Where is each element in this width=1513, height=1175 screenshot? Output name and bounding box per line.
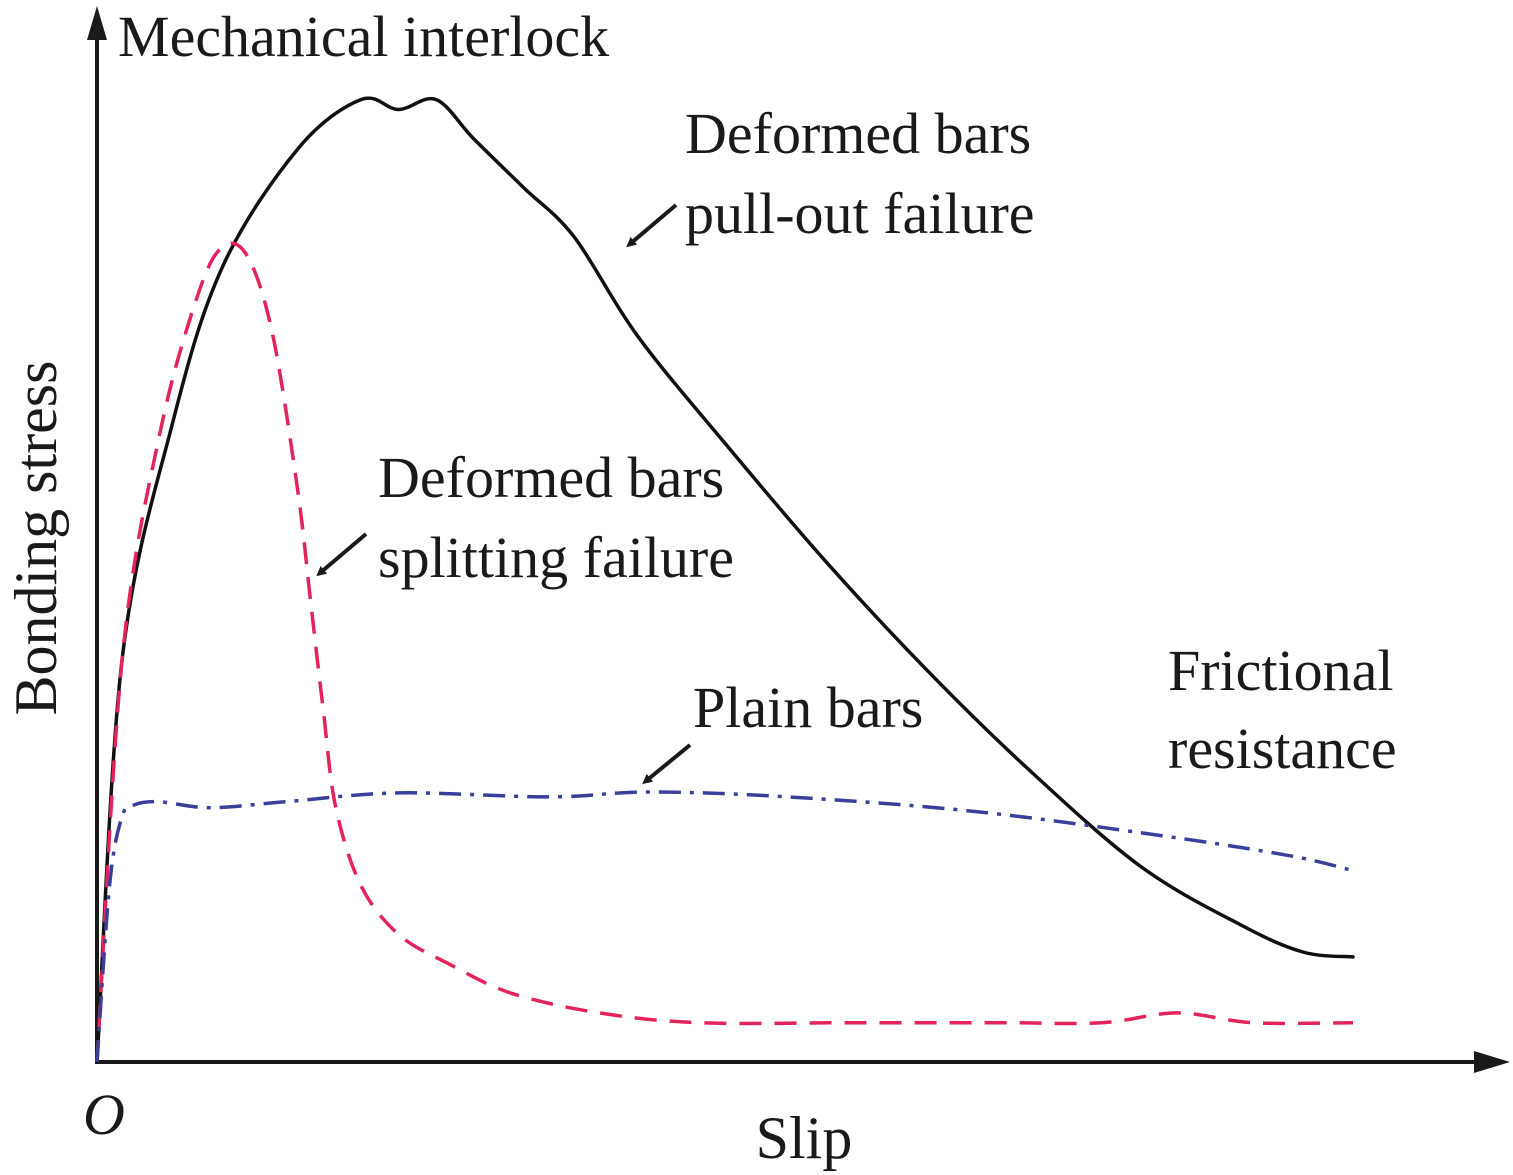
annotation-frictional-line1: Frictional [1168,638,1394,703]
annotation-frictional-line2: resistance [1168,716,1397,781]
x-axis-arrow [1474,1051,1510,1073]
annotation-pullout-line1: Deformed bars [685,101,1031,166]
x-axis-label: Slip [756,1105,853,1171]
annotation-pullout-arrow [626,203,678,248]
annotation-splitting-arrow [316,532,368,577]
axes [87,6,1510,1073]
y-axis-arrow [87,6,107,40]
annotation-plain-bars: Plain bars [693,675,923,740]
series-group [95,96,1355,1064]
annotation-plain-arrow [642,743,692,785]
origin-label: O [83,1082,125,1147]
series-line-pullout [95,96,1355,1064]
annotation-mechanical-interlock: Mechanical interlock [118,4,609,69]
y-axis-label: Bonding stress [3,360,69,715]
annotation-splitting-line1: Deformed bars [378,445,724,510]
annotation-splitting-line2: splitting failure [378,525,734,590]
annotation-pullout-line2: pull-out failure [685,181,1035,246]
series-line-splitting [95,241,1354,1063]
series-line-plain [95,790,1354,1063]
